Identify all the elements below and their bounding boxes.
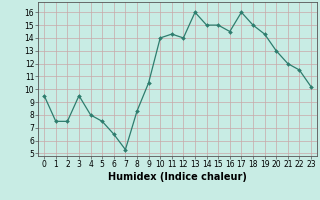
X-axis label: Humidex (Indice chaleur): Humidex (Indice chaleur) <box>108 172 247 182</box>
